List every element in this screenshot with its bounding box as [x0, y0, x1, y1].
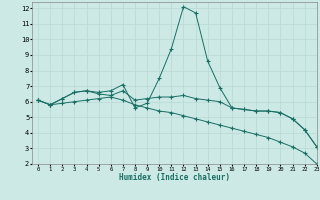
X-axis label: Humidex (Indice chaleur): Humidex (Indice chaleur) — [119, 173, 230, 182]
